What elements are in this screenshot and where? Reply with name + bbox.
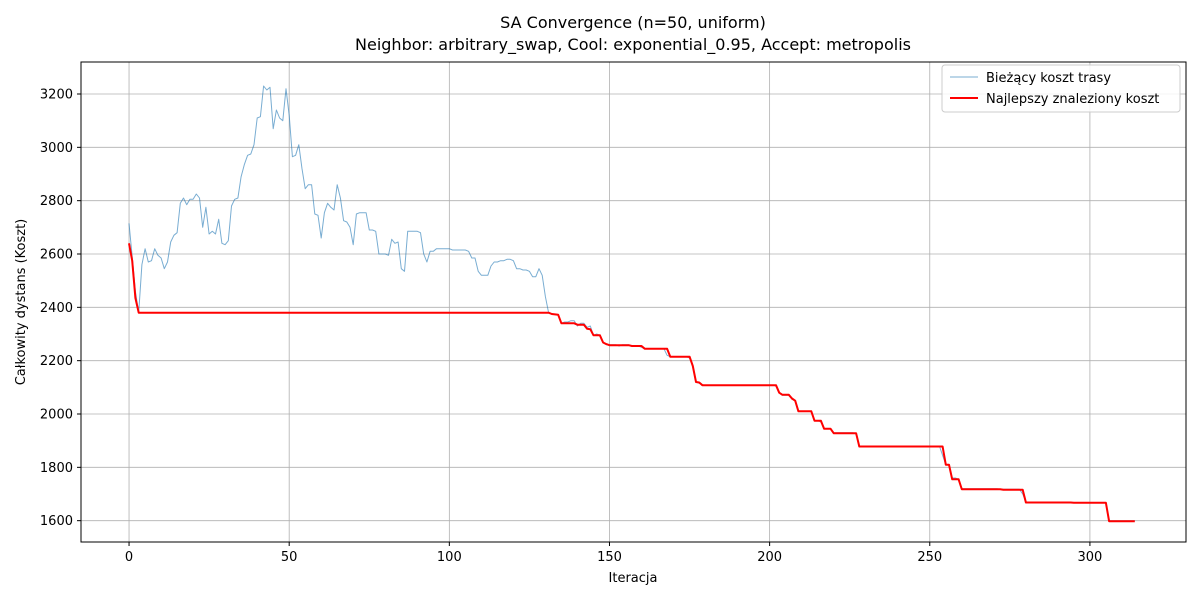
- grid: [81, 62, 1186, 542]
- y-tick-label: 2000: [40, 408, 73, 423]
- series-line-current-cost: [128, 85, 1135, 522]
- y-tick-label: 2600: [40, 248, 73, 263]
- y-tick-label: 1600: [40, 514, 73, 529]
- y-tick-label: 2200: [40, 354, 73, 369]
- chart-title: SA Convergence (n=50, uniform): [500, 13, 766, 32]
- plot-area-frame: [80, 61, 1187, 543]
- legend-label-best: Najlepszy znaleziony koszt: [986, 92, 1159, 107]
- y-tick-label: 3000: [40, 141, 73, 156]
- x-tick-label: 50: [281, 550, 298, 565]
- x-tick-label: 150: [597, 550, 622, 565]
- y-tick-label: 2800: [40, 194, 73, 209]
- x-tick-label: 200: [757, 550, 782, 565]
- x-tick-label: 100: [437, 550, 462, 565]
- x-axis-label: Iteracja: [609, 571, 658, 586]
- y-tick-label: 1800: [40, 461, 73, 476]
- series-layer: [128, 85, 1135, 523]
- legend: Bieżący koszt trasy Najlepszy znaleziony…: [941, 64, 1181, 113]
- y-axis-label: Całkowity dystans (Koszt): [14, 219, 29, 386]
- series-line-best-cost: [128, 243, 1135, 523]
- axis-ticks: 0 50 100 150 200 250 300 1600 1800 2000 2200 2400 26…: [40, 88, 1102, 566]
- x-tick-label: 250: [917, 550, 942, 565]
- chart-subtitle: Neighbor: arbitrary_swap, Cool: exponent…: [355, 35, 911, 55]
- x-tick-label: 0: [125, 550, 133, 565]
- x-tick-label: 300: [1077, 550, 1102, 565]
- legend-label-current: Bieżący koszt trasy: [986, 71, 1111, 86]
- y-tick-label: 3200: [40, 88, 73, 103]
- legend-box: [941, 64, 1181, 113]
- y-tick-label: 2400: [40, 301, 73, 316]
